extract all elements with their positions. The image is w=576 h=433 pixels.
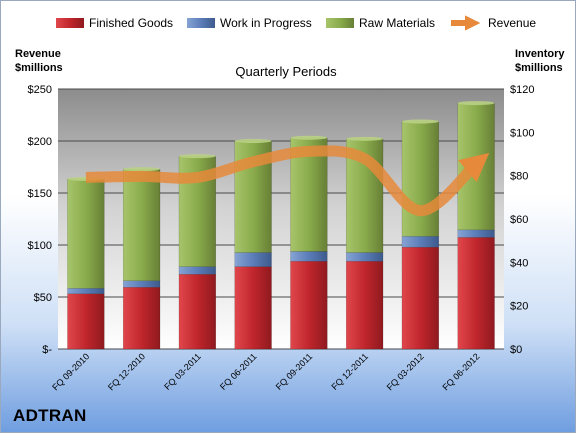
left-tick-label: $50 <box>34 292 52 304</box>
legend-label-revenue: Revenue <box>488 16 536 30</box>
bar-top-raw-materials <box>401 119 439 124</box>
revenue-line <box>85 145 490 217</box>
left-tick-label: $- <box>42 344 52 356</box>
legend-item-raw-materials: Raw Materials <box>326 16 435 30</box>
left-axis-title-line2: $millions <box>15 62 63 74</box>
chart-legend: Finished Goods Work in Progress Raw Mate… <box>56 15 536 31</box>
left-axis-ticks: $- $50 $100 $150 $200 $250 <box>28 84 53 356</box>
revenue-line-group <box>85 145 490 217</box>
x-tick-label: FQ 09-2010 <box>50 351 91 392</box>
legend-item-revenue: Revenue <box>451 15 536 31</box>
x-tick-label: FQ 06-2012 <box>441 351 482 392</box>
bar-top-raw-materials <box>290 135 328 140</box>
bar-work-in-progress <box>345 252 384 262</box>
bar-raw-materials <box>401 121 440 237</box>
bar-finished-goods <box>345 261 384 350</box>
bar-top-raw-materials <box>123 167 161 172</box>
bar-finished-goods <box>178 274 217 350</box>
right-tick-label: $80 <box>510 171 528 183</box>
x-tick-label: FQ 12-2011 <box>329 351 370 392</box>
bar-work-in-progress <box>457 229 495 238</box>
bar-work-in-progress <box>67 288 105 295</box>
left-tick-label: $100 <box>28 240 52 252</box>
right-axis-title-line2: $millions <box>515 62 563 74</box>
company-name: ADTRAN <box>13 406 87 425</box>
right-axis-ticks: $0 $20 $40 $60 $80 $100 $120 <box>510 84 534 356</box>
bar-top-raw-materials <box>457 101 495 106</box>
bar-raw-materials <box>122 168 161 282</box>
right-tick-label: $20 <box>510 301 528 313</box>
bar-top-raw-materials <box>178 154 216 159</box>
x-tick-label: FQ 03-2011 <box>162 351 203 392</box>
bar-finished-goods <box>290 261 328 350</box>
bar-work-in-progress <box>234 252 272 267</box>
legend-item-finished-goods: Finished Goods <box>56 16 173 30</box>
x-axis-ticks: FQ 09-2010 FQ 12-2010 FQ 03-2011 FQ 06-2011… <box>50 351 481 392</box>
bar-finished-goods <box>122 287 161 350</box>
legend-label-work-in-progress: Work in Progress <box>220 16 312 30</box>
right-axis-title-line1: Inventory <box>515 48 565 60</box>
x-tick-label: FQ 09-2011 <box>274 351 315 392</box>
right-tick-label: $120 <box>510 84 534 96</box>
legend-label-raw-materials: Raw Materials <box>359 16 435 30</box>
bar-finished-goods <box>401 246 440 350</box>
bar-work-in-progress <box>290 251 328 262</box>
x-tick-label: FQ 12-2010 <box>106 351 147 392</box>
x-tick-label: FQ 03-2012 <box>385 351 426 392</box>
bars <box>67 101 495 350</box>
left-tick-label: $150 <box>28 188 52 200</box>
left-tick-label: $200 <box>28 136 52 148</box>
bar-finished-goods <box>234 266 272 350</box>
bar-finished-goods <box>457 237 495 350</box>
legend-label-finished-goods: Finished Goods <box>89 16 173 30</box>
right-tick-label: $60 <box>510 214 528 226</box>
left-tick-label: $250 <box>28 84 52 96</box>
bar-work-in-progress <box>178 266 217 275</box>
right-tick-label: $0 <box>510 344 522 356</box>
bar-finished-goods <box>67 293 105 350</box>
left-axis-title-line1: Revenue <box>15 48 61 60</box>
chart-subtitle: Quarterly Periods <box>235 64 337 79</box>
legend-item-work-in-progress: Work in Progress <box>187 16 312 30</box>
x-tick-label: FQ 06-2011 <box>218 351 259 392</box>
bar-work-in-progress <box>401 236 440 248</box>
bar-raw-materials <box>67 178 105 289</box>
right-tick-label: $100 <box>510 127 534 139</box>
bar-top-raw-materials <box>346 136 384 141</box>
bar-work-in-progress <box>122 280 161 288</box>
right-tick-label: $40 <box>510 257 528 269</box>
bar-top-raw-materials <box>234 139 272 143</box>
